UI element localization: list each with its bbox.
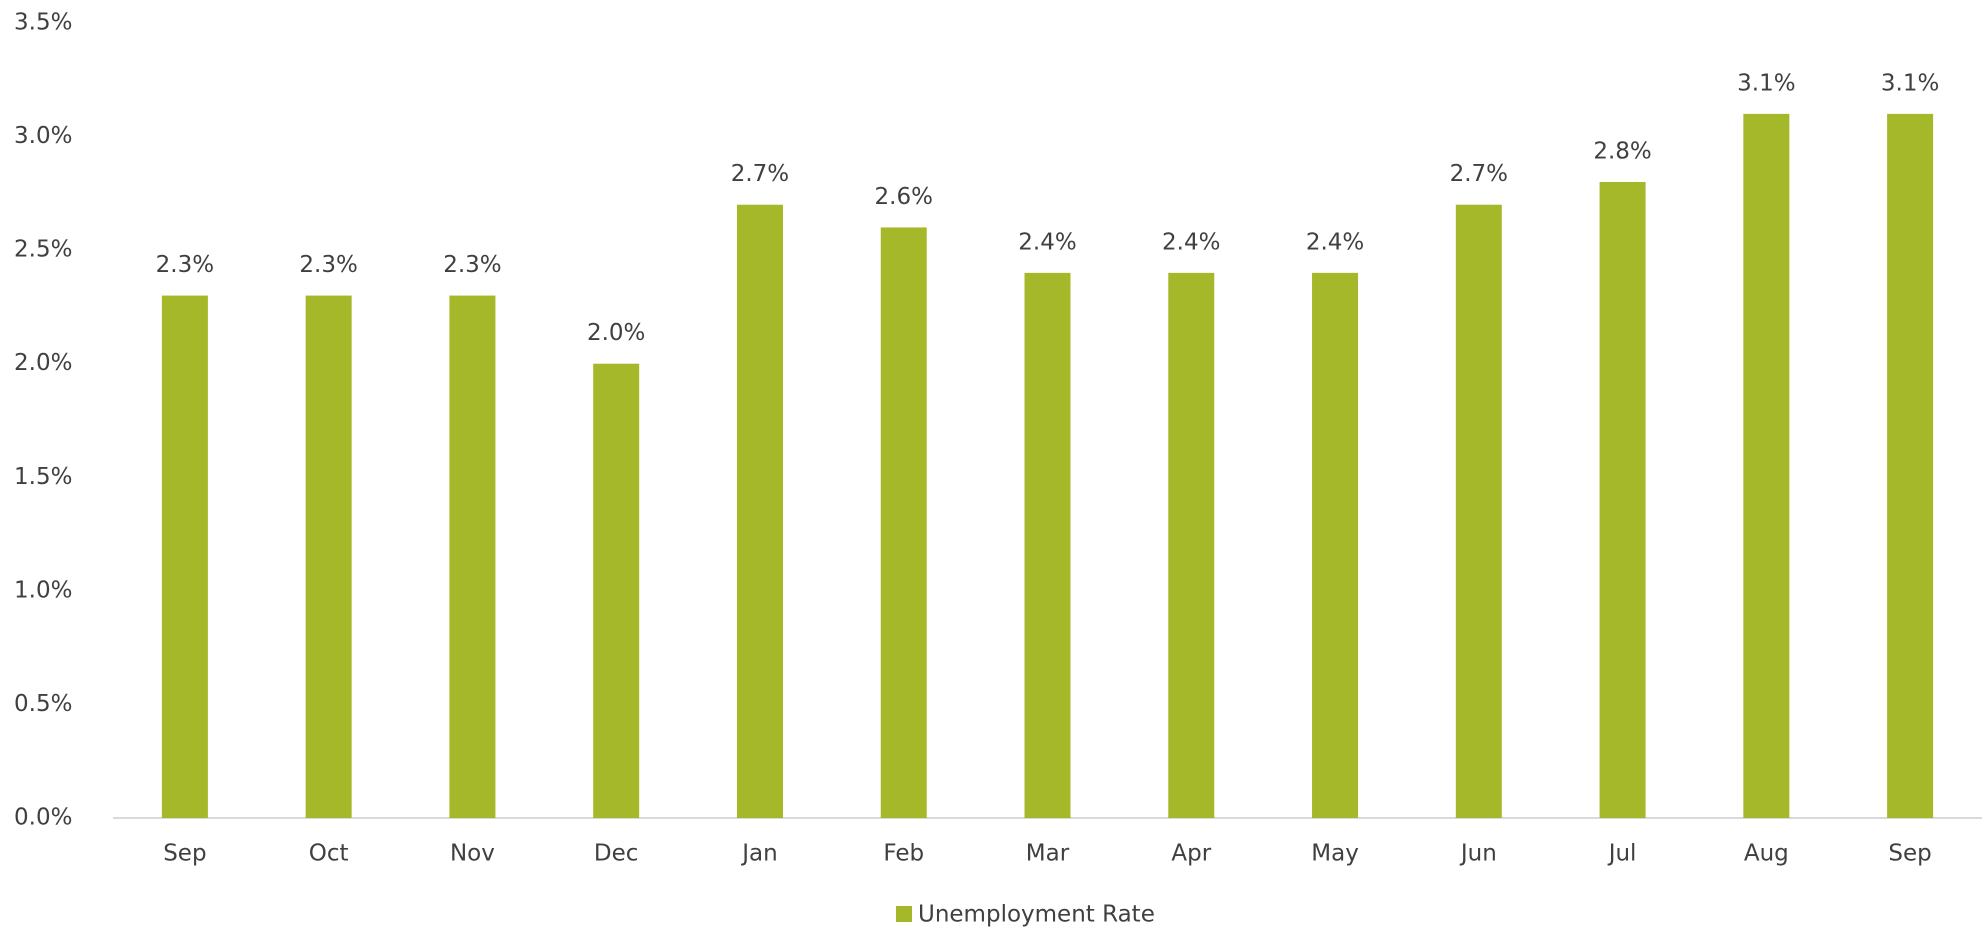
data-label: 2.3% (156, 252, 214, 278)
x-tick-label: Feb (883, 841, 924, 867)
y-tick-label: 3.5% (14, 10, 72, 36)
bar (1455, 204, 1502, 818)
y-tick-label: 3.0% (14, 123, 72, 149)
y-tick-label: 1.0% (14, 577, 72, 603)
data-label: 2.4% (1018, 229, 1076, 255)
x-tick-label: Sep (163, 841, 206, 867)
data-label: 2.4% (1162, 229, 1220, 255)
y-tick-label: 2.5% (14, 237, 72, 263)
data-label: 2.4% (1306, 229, 1364, 255)
bar (1599, 182, 1646, 818)
bar (1168, 272, 1215, 818)
x-tick-label: Dec (594, 841, 639, 867)
bar (736, 204, 783, 818)
y-tick-label: 1.5% (14, 464, 72, 490)
data-label: 3.1% (1881, 70, 1939, 96)
data-label: 2.0% (587, 320, 645, 346)
bar (305, 295, 352, 819)
data-label: 2.8% (1593, 139, 1651, 165)
data-label: 2.6% (875, 184, 933, 210)
data-label: 3.1% (1737, 70, 1795, 96)
x-tick-label: Mar (1026, 841, 1070, 867)
data-label: 2.7% (1450, 161, 1508, 187)
x-tick-label: Nov (450, 841, 495, 867)
bar (161, 295, 208, 819)
y-tick-label: 0.0% (14, 805, 72, 831)
x-tick-label: Apr (1171, 841, 1211, 867)
data-label: 2.7% (731, 161, 789, 187)
bar (880, 227, 927, 818)
x-tick-label: Aug (1744, 841, 1789, 867)
x-tick-label: Jun (1459, 841, 1497, 867)
y-tick-label: 0.5% (14, 691, 72, 717)
bar (1024, 272, 1071, 818)
legend-swatch (896, 906, 912, 922)
x-tick-label: Jan (740, 841, 777, 867)
y-tick-label: 2.0% (14, 350, 72, 376)
x-tick-label: Sep (1888, 841, 1931, 867)
data-label: 2.3% (299, 252, 357, 278)
x-tick-label: Oct (309, 841, 349, 867)
data-label: 2.3% (443, 252, 501, 278)
x-tick-label: May (1311, 841, 1359, 867)
x-tick-label: Jul (1607, 841, 1637, 867)
bar (1312, 272, 1359, 818)
bar (1743, 113, 1790, 819)
legend-label: Unemployment Rate (918, 902, 1155, 928)
bar (593, 363, 640, 818)
bar (449, 295, 496, 819)
bar (1887, 113, 1934, 819)
